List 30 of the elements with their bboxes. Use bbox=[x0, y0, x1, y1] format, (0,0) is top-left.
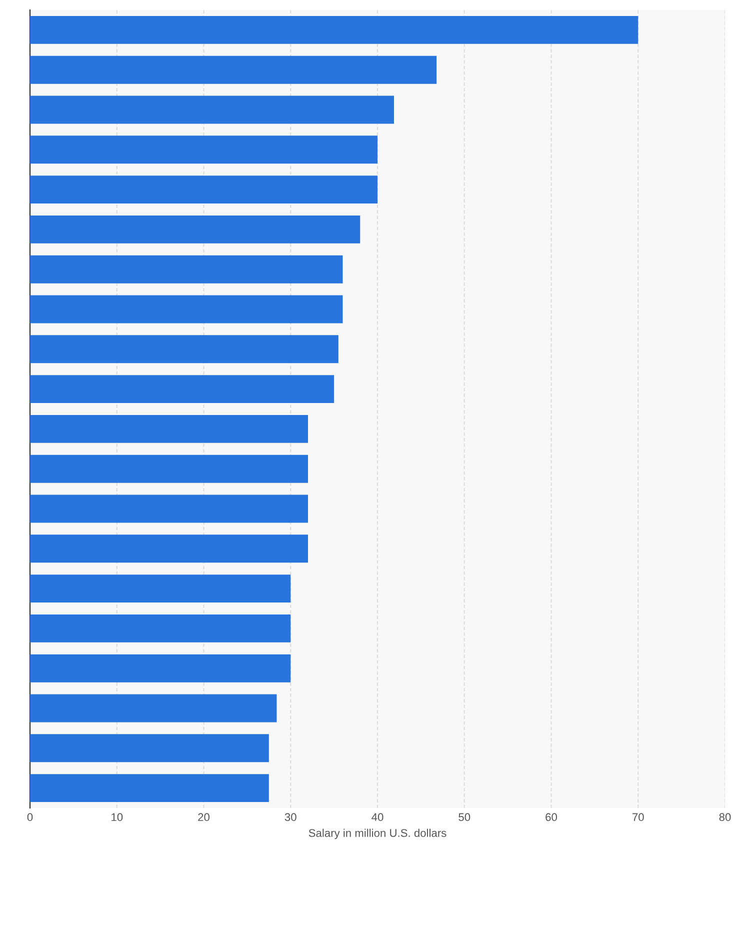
bar bbox=[30, 774, 269, 802]
bar bbox=[30, 335, 338, 364]
bar bbox=[30, 295, 343, 324]
x-tick-label: 10 bbox=[112, 813, 123, 822]
bar bbox=[30, 454, 308, 483]
bar bbox=[30, 534, 308, 563]
bar bbox=[30, 255, 343, 284]
bar bbox=[30, 375, 334, 404]
bar bbox=[30, 654, 291, 682]
x-tick-label: 20 bbox=[198, 813, 210, 822]
x-tick-label: 40 bbox=[372, 813, 384, 822]
bar bbox=[30, 494, 308, 523]
bar bbox=[30, 215, 360, 244]
x-tick-label: 70 bbox=[632, 813, 644, 822]
bar bbox=[30, 734, 269, 762]
x-tick-label: 80 bbox=[719, 813, 731, 822]
x-tick-label: 0 bbox=[27, 813, 33, 822]
bar bbox=[30, 176, 378, 204]
bar bbox=[30, 614, 291, 642]
bar bbox=[30, 56, 437, 84]
bar bbox=[30, 574, 291, 603]
bar bbox=[30, 16, 638, 44]
bar bbox=[30, 96, 394, 124]
x-tick-label: 50 bbox=[458, 813, 470, 822]
bar bbox=[30, 414, 308, 443]
x-tick-label: 30 bbox=[284, 813, 296, 822]
x-tick-label: 60 bbox=[546, 813, 557, 822]
x-axis-title: Salary in million U.S. dollars bbox=[308, 828, 446, 840]
bar bbox=[30, 136, 378, 164]
bar bbox=[30, 694, 277, 722]
